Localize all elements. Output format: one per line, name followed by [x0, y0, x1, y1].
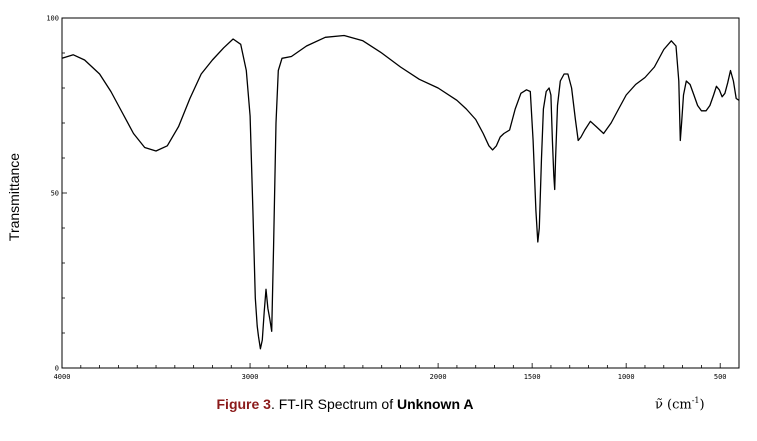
y-axis-label: Transmittance: [6, 153, 22, 241]
y-tick-label: 50: [51, 190, 59, 198]
x-axis-unit: ν̃ (cm-1): [655, 396, 705, 412]
x-tick-label: 1000: [618, 373, 635, 381]
unit-exponent: -1: [691, 396, 700, 405]
x-axis-ticks: 4000 3000 2000 1500 1000 500: [54, 363, 727, 381]
y-axis-ticks: 0 50 100: [46, 15, 67, 373]
series-line: [61, 34, 740, 350]
y-tick-label: 0: [55, 365, 59, 373]
figure-label: Figure 3: [216, 396, 271, 412]
caption-text: . FT-IR Spectrum of: [270, 396, 397, 412]
x-tick-label: 1500: [524, 373, 541, 381]
x-tick-label: 2000: [430, 373, 447, 381]
unit-open: (cm: [662, 397, 692, 413]
x-tick-label: 500: [714, 373, 727, 381]
unit-close: ): [699, 397, 705, 413]
x-tick-label: 4000: [54, 373, 71, 381]
wavenumber-symbol: ν̃: [655, 397, 663, 413]
x-tick-label: 3000: [242, 373, 259, 381]
figure-caption: Figure 3. FT-IR Spectrum of Unknown A: [0, 396, 690, 412]
compound-name: Unknown A: [397, 396, 474, 412]
y-tick-label: 100: [46, 15, 59, 23]
plot-frame: [61, 17, 740, 369]
